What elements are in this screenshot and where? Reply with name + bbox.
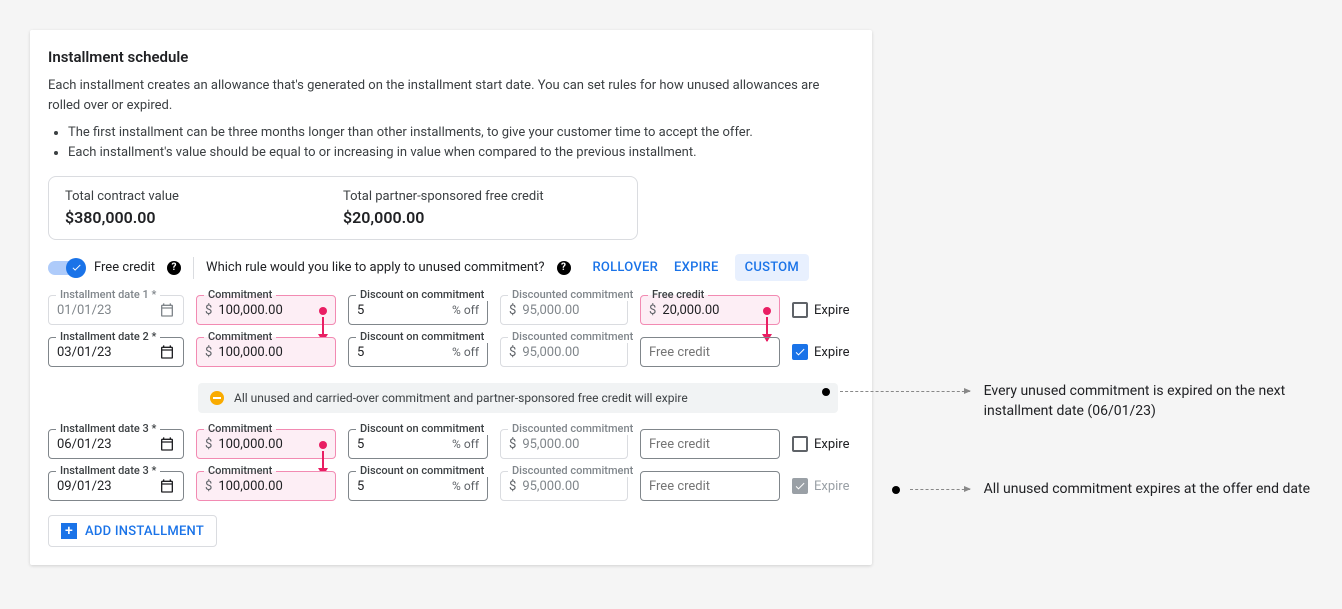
installment-date-field[interactable]: Installment date 3 * 06/01/23 <box>48 429 184 459</box>
help-icon[interactable]: ? <box>167 261 181 275</box>
annotation-text: Every unused commitment is expired on th… <box>984 382 1312 421</box>
calendar-icon <box>159 478 175 494</box>
rule-bar: Free credit ? Which rule would you like … <box>48 254 854 281</box>
free-credit-toggle[interactable] <box>48 261 82 275</box>
installment-schedule-card: Installment schedule Each installment cr… <box>30 30 872 565</box>
calendar-icon <box>159 436 175 452</box>
commitment-field[interactable]: Commitment $ 100,000.00 <box>196 429 336 459</box>
expire-tab[interactable]: EXPIRE <box>674 260 719 275</box>
expire-banner: All unused and carried-over commitment a… <box>198 383 838 413</box>
annotation-line <box>910 489 970 490</box>
free-credit-field[interactable] <box>640 471 780 501</box>
rule-bullet: The first installment can be three month… <box>68 123 854 143</box>
discounted-commitment-field: Discounted commitment $ 95,000.00 <box>500 295 628 325</box>
annotation-dot <box>822 388 830 396</box>
calendar-icon <box>159 302 175 318</box>
highlight-dot <box>319 307 327 315</box>
toggle-label: Free credit <box>94 260 155 275</box>
installment-date-field[interactable]: Installment date 3 * 09/01/23 <box>48 471 184 501</box>
warning-icon <box>210 391 224 405</box>
installment-row: Installment date 3 * 06/01/23 Commitment… <box>48 429 854 459</box>
check-icon <box>71 262 82 273</box>
expire-checkbox[interactable]: Expire <box>792 436 849 452</box>
tcv-label: Total contract value <box>65 189 343 204</box>
installment-row: Installment date 3 * 09/01/23 Commitment… <box>48 471 854 501</box>
annotation-dot <box>892 486 900 494</box>
calendar-icon <box>159 344 175 360</box>
free-credit-value: $20,000.00 <box>343 208 621 227</box>
plus-icon: + <box>61 523 77 539</box>
installment-row: Installment date 2 * 03/01/23 Commitment… <box>48 337 854 367</box>
commitment-field[interactable]: Commitment $ 100,000.00 <box>196 295 336 325</box>
expire-checkbox[interactable]: Expire <box>792 302 849 318</box>
annotation-text: All unused commitment expires at the off… <box>984 480 1310 500</box>
rules-list: The first installment can be three month… <box>68 123 854 162</box>
commitment-field[interactable]: Commitment $ 100,000.00 <box>196 471 336 501</box>
discount-field[interactable]: Discount on commitment 5 % off <box>348 337 488 367</box>
section-desc: Each installment creates an allowance th… <box>48 76 854 115</box>
free-credit-field[interactable] <box>640 337 780 367</box>
help-icon[interactable]: ? <box>557 261 571 275</box>
highlight-dot <box>763 307 771 315</box>
discount-field[interactable]: Discount on commitment 5 % off <box>348 295 488 325</box>
installment-rows: Installment date 1 * 01/01/23 Commitment… <box>48 295 854 501</box>
free-credit-field[interactable] <box>640 429 780 459</box>
installment-date-field[interactable]: Installment date 2 * 03/01/23 <box>48 337 184 367</box>
expire-checkbox[interactable]: Expire <box>792 344 849 360</box>
expire-checkbox: Expire <box>792 478 849 494</box>
annotation-line <box>840 391 970 392</box>
summary-box: Total contract value $380,000.00 Total p… <box>48 176 638 240</box>
custom-tab[interactable]: CUSTOM <box>735 254 809 281</box>
rule-bullet: Each installment's value should be equal… <box>68 143 854 163</box>
divider <box>193 257 194 279</box>
rollover-tab[interactable]: ROLLOVER <box>593 260 659 275</box>
free-credit-label: Total partner-sponsored free credit <box>343 189 621 204</box>
highlight-dot <box>319 441 327 449</box>
tcv-value: $380,000.00 <box>65 208 343 227</box>
discount-field[interactable]: Discount on commitment 5 % off <box>348 471 488 501</box>
section-title: Installment schedule <box>48 48 854 66</box>
add-installment-button[interactable]: + ADD INSTALLMENT <box>48 515 217 547</box>
discounted-commitment-field: Discounted commitment $ 95,000.00 <box>500 337 628 367</box>
installment-row: Installment date 1 * 01/01/23 Commitment… <box>48 295 854 325</box>
check-icon <box>794 346 806 358</box>
installment-date-field[interactable]: Installment date 1 * 01/01/23 <box>48 295 184 325</box>
discount-field[interactable]: Discount on commitment 5 % off <box>348 429 488 459</box>
check-icon <box>794 480 806 492</box>
commitment-field[interactable]: Commitment $ 100,000.00 <box>196 337 336 367</box>
free-credit-field[interactable]: Free credit $ 20,000.00 <box>640 295 780 325</box>
discounted-commitment-field: Discounted commitment $ 95,000.00 <box>500 471 628 501</box>
rule-question: Which rule would you like to apply to un… <box>206 260 544 275</box>
discounted-commitment-field: Discounted commitment $ 95,000.00 <box>500 429 628 459</box>
